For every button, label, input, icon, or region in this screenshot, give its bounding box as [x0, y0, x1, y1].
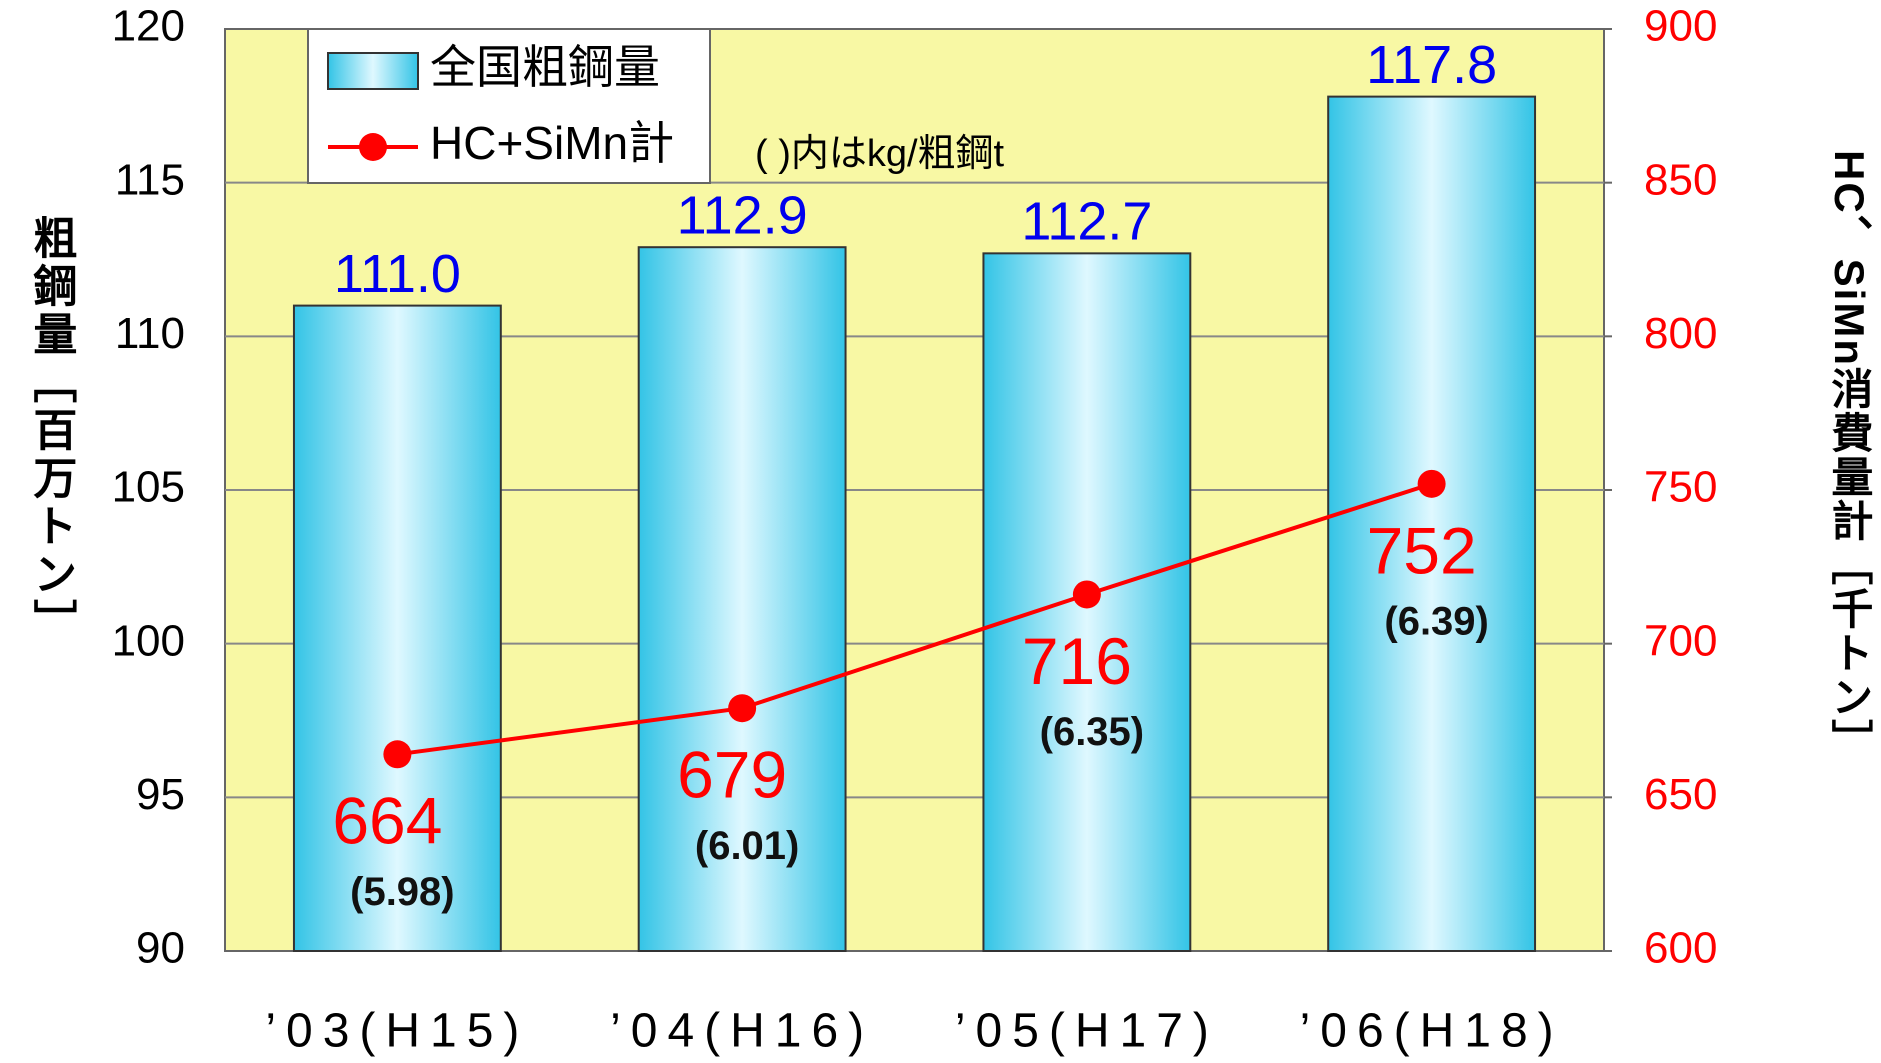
bar-value-label: 111.0 [334, 244, 461, 304]
y-tick-label: 105 [112, 463, 185, 512]
x-tick-label: ’03(H15) [265, 1005, 529, 1058]
bar-value-label: 112.7 [1021, 192, 1152, 252]
note: ( )内はkg/粗鋼t [755, 133, 1005, 175]
line-value-label: 752 [1367, 513, 1477, 587]
y2-tick-label: 700 [1644, 616, 1717, 665]
y2-tick-label: 600 [1644, 924, 1717, 973]
bar [637, 246, 847, 952]
y-tick-label: 120 [112, 2, 185, 51]
y2-tick-label: 850 [1644, 155, 1717, 204]
line-point [1072, 580, 1101, 609]
bar [292, 304, 502, 953]
bar [1327, 95, 1537, 952]
y2-tick-label: 750 [1644, 463, 1717, 512]
legend-label: 全国粗鋼量 [430, 41, 660, 93]
x-tick-label: ’05(H17) [955, 1005, 1219, 1058]
y2-tick-label: 900 [1644, 2, 1717, 51]
line-note: (6.35) [1040, 710, 1145, 754]
legend-label: HC+SiMn計 [430, 117, 674, 169]
y-tick-label: 95 [136, 770, 185, 819]
line-value-label: 716 [1022, 624, 1132, 698]
legend-swatch [327, 52, 419, 90]
y-axis-label: 粗鋼量［百万トン］ [26, 215, 77, 647]
y2-tick-label: 650 [1644, 770, 1717, 819]
y-tick-label: 110 [115, 309, 185, 358]
y-tick-label: 115 [115, 155, 185, 204]
line-point [1417, 469, 1446, 498]
line-note: (6.39) [1384, 599, 1489, 643]
line-note: (5.98) [350, 870, 455, 914]
line-value-label: 679 [677, 738, 787, 812]
legend-marker [359, 133, 387, 161]
line [397, 481, 1433, 757]
y-tick-label: 90 [136, 924, 185, 973]
x-tick-label: ’04(H16) [610, 1005, 874, 1058]
line-point [728, 694, 757, 723]
y-tick-label: 100 [112, 616, 185, 665]
y2-tick-label: 800 [1644, 309, 1717, 358]
bar-value-label: 112.9 [677, 185, 808, 245]
line-note: (6.01) [695, 824, 800, 868]
line-value-label: 664 [332, 784, 442, 858]
y2-axis-label: HC、SiMn消費量計［千トン］ [1826, 150, 1873, 763]
bar-value-label: 117.8 [1366, 35, 1497, 95]
x-tick-label: ’06(H18) [1300, 1005, 1564, 1058]
line-point [383, 740, 412, 769]
